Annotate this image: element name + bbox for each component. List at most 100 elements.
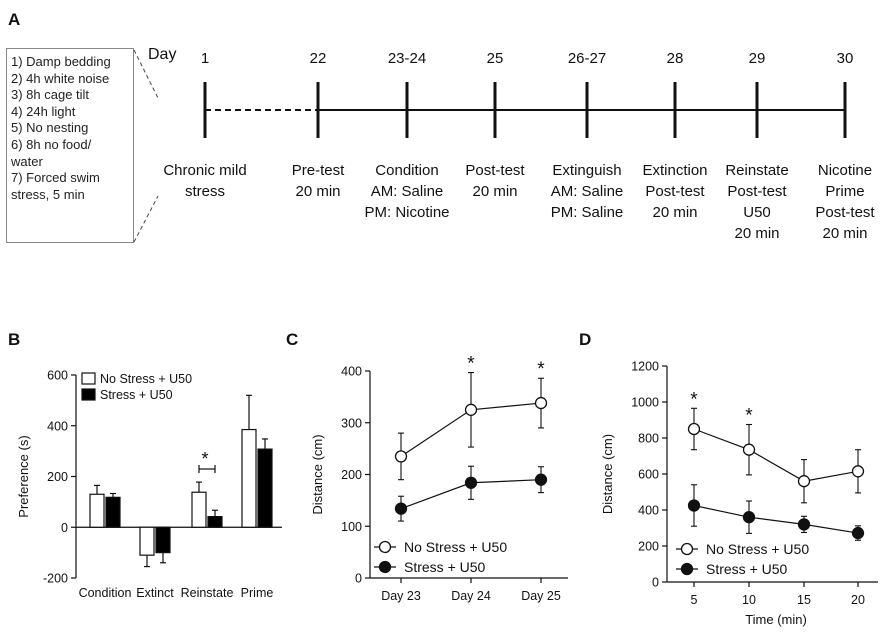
timeline-label: PM: Nicotine	[364, 204, 449, 221]
y-tick-label: 200	[47, 470, 68, 484]
data-point	[851, 526, 865, 540]
timeline-day: 23-24	[388, 50, 426, 67]
timeline-label: Post-test	[727, 183, 787, 200]
timeline-day: 28	[667, 50, 684, 67]
data-point	[534, 473, 548, 486]
y-tick-label: -200	[43, 572, 68, 586]
x-tick-label: Day 25	[521, 589, 561, 603]
legend-label: Stress + U50	[100, 388, 173, 402]
timeline-label: Post-test	[645, 183, 705, 200]
y-tick-label: 600	[47, 369, 68, 383]
stress-item: stress, 5 min	[11, 186, 85, 202]
series-line	[693, 504, 859, 534]
data-point	[534, 396, 548, 410]
legend-marker	[680, 562, 694, 576]
y-axis-label: Distance (cm)	[600, 434, 615, 514]
timeline-label: 20 min	[472, 183, 517, 200]
bar	[139, 526, 155, 556]
timeline-day: 29	[749, 50, 766, 67]
panel-b-letter: B	[8, 330, 20, 349]
x-axis-label: Time (min)	[745, 612, 807, 627]
x-tick-label: Prime	[241, 586, 274, 600]
legend-marker	[378, 560, 392, 574]
timeline-label: Pre-test	[292, 162, 345, 179]
x-tick-label: Day 23	[381, 589, 421, 603]
y-axis-label: Preference (s)	[16, 435, 31, 517]
y-tick-label: 400	[638, 504, 659, 518]
significance-star: *	[745, 406, 753, 427]
x-tick-label: 15	[797, 593, 811, 607]
legend-marker	[378, 540, 392, 554]
timeline-label: Condition	[375, 162, 438, 179]
legend-marker	[680, 542, 694, 556]
stress-item: water	[11, 153, 43, 169]
stress-item: 6) 8h no food/	[11, 136, 92, 152]
bar	[155, 526, 171, 554]
data-point	[742, 443, 756, 456]
panel-c-letter: C	[286, 330, 298, 349]
timeline-day: 25	[487, 50, 504, 67]
x-tick-label: Condition	[79, 586, 132, 600]
timeline-day: 30	[837, 50, 854, 67]
timeline-label: 20 min	[822, 225, 867, 242]
x-tick-label: 20	[851, 593, 865, 607]
timeline-label: 20 min	[734, 225, 779, 242]
y-tick-label: 200	[341, 468, 362, 482]
stress-item: 7) Forced swim	[11, 170, 100, 186]
x-tick-label: Day 24	[451, 589, 491, 603]
significance-star: *	[537, 359, 545, 380]
timeline-label: 20 min	[652, 204, 697, 221]
significance-star: *	[201, 449, 208, 469]
stress-item: 1) Damp bedding	[11, 54, 111, 69]
bar	[241, 428, 257, 528]
timeline-label: Nicotine	[818, 162, 872, 179]
data-point	[797, 475, 811, 488]
legend-label: Stress + U50	[706, 561, 788, 577]
legend-swatch	[81, 388, 96, 401]
timeline-label: Extinguish	[552, 162, 621, 179]
timeline-label: PM: Saline	[551, 204, 624, 221]
data-point	[394, 502, 408, 515]
stress-item: 3) 8h cage tilt	[11, 87, 90, 103]
bar	[105, 496, 121, 528]
bar	[89, 493, 105, 528]
data-point	[687, 422, 701, 436]
timeline-label: stress	[185, 183, 225, 200]
data-point	[797, 518, 811, 531]
data-point	[687, 499, 701, 512]
y-tick-label: 0	[355, 572, 362, 586]
x-tick-label: Reinstate	[181, 586, 234, 600]
y-tick-label: 100	[341, 520, 362, 534]
timeline-day: 22	[310, 50, 327, 67]
timeline-label: AM: Saline	[551, 183, 624, 200]
legend-label: Stress + U50	[404, 559, 486, 575]
y-tick-label: 800	[638, 432, 659, 446]
timeline-label: AM: Saline	[371, 183, 444, 200]
callout-line-top	[133, 49, 159, 99]
chart-d: 0 200 400 600 800 1000 1200 5 10 15 20 Distance (cm…	[600, 360, 878, 627]
timeline-label: 20 min	[295, 183, 340, 200]
bar	[191, 491, 207, 528]
timeline-day: 26-27	[568, 50, 606, 67]
y-tick-label: 1200	[631, 360, 659, 374]
significance-star: *	[690, 389, 698, 410]
timeline-label: Post-test	[815, 204, 875, 221]
y-tick-label: 400	[47, 419, 68, 433]
day-label: Day	[148, 46, 176, 63]
legend-label: No Stress + U50	[404, 539, 507, 555]
stress-item: 4) 24h light	[11, 103, 76, 119]
bar	[207, 515, 223, 528]
timeline-label: Prime	[825, 183, 864, 200]
timeline-label: Extinction	[642, 162, 707, 179]
stress-item: 2) 4h white noise	[11, 70, 110, 86]
timeline-day: 1	[201, 50, 209, 67]
timeline-ticks: 1 Chronic mild stress 22 Pre-test 20 min 23-24…	[163, 50, 875, 242]
y-tick-label: 1000	[631, 396, 659, 410]
timeline-label: U50	[743, 204, 771, 221]
data-point	[464, 476, 478, 489]
stress-item: 5) No nesting	[11, 120, 89, 136]
timeline-label: Chronic mild	[163, 162, 246, 179]
timeline-label: Post-test	[465, 162, 525, 179]
x-tick-label: 5	[691, 593, 698, 607]
